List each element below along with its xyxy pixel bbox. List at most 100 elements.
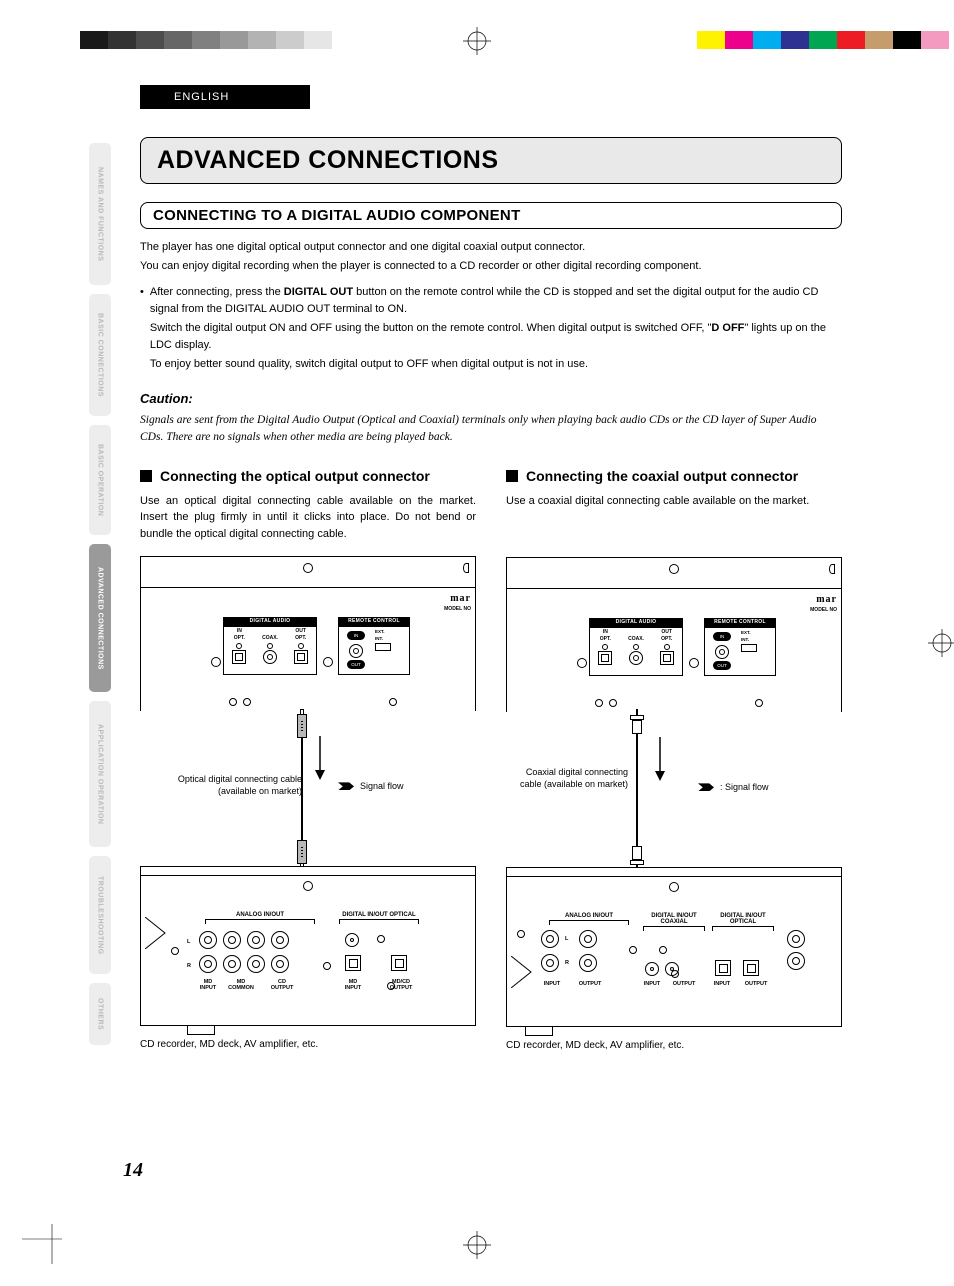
signal-flow-label: Signal flow <box>338 781 404 791</box>
page-content: ADVANCED CONNECTIONS CONNECTING TO A DIG… <box>140 137 842 1047</box>
r-label: R <box>187 963 191 969</box>
tab-others: OTHERS <box>89 983 111 1045</box>
cable-label: Optical digital connecting cable (availa… <box>152 774 302 797</box>
subheading-body: Use an optical digital connecting cable … <box>140 493 476 543</box>
bullet-item: • After connecting, press the DIGITAL OU… <box>140 284 842 375</box>
coax-cable <box>636 734 638 846</box>
coax-plug-top <box>632 715 642 734</box>
right-column: Connecting the coaxial output connector … <box>506 467 842 1048</box>
digital-section-label: DIGITAL IN/OUT OPTICAL <box>339 912 419 920</box>
square-bullet-icon <box>140 470 152 482</box>
md-input-label2: MDINPUT <box>339 980 367 991</box>
rc-switch <box>375 643 391 651</box>
digital-audio-group: DIGITAL AUDIO INOPT. XCOAX. OUTOPT. <box>589 618 683 676</box>
group-label: DIGITAL AUDIO <box>590 618 682 625</box>
input-label: INPUT <box>539 981 565 987</box>
output-label: OUTPUT <box>669 981 699 987</box>
player-rear-panel: mar MODEL NO DIGITAL AUDIO INOPT. XCOAX.… <box>506 557 842 712</box>
input-label: INPUT <box>709 981 735 987</box>
port-label: OUT <box>295 628 306 634</box>
crop-mark-bl <box>22 1204 82 1264</box>
optical-plug-top <box>297 714 307 738</box>
player-rear-panel: mar MODEL NO DIGITAL AUDIO IN OPT. <box>140 556 476 711</box>
intro-p2: You can enjoy digital recording when the… <box>140 258 842 275</box>
digital-audio-group: DIGITAL AUDIO IN OPT. X COAX. <box>223 617 317 675</box>
signal-flow-text: Signal flow <box>360 781 404 791</box>
md-common-label: MDCOMMON <box>223 980 259 991</box>
bullet-body: After connecting, press the DIGITAL OUT … <box>150 284 842 375</box>
brand-logo: mar <box>816 594 837 605</box>
diagram-caption: CD recorder, MD deck, AV amplifier, etc. <box>140 1039 318 1050</box>
flow-arrow-down-icon <box>650 737 670 781</box>
analog-section-label: ANALOG IN/OUT <box>205 912 315 920</box>
tab-application-operation: APPLICATION OPERATION <box>89 701 111 847</box>
r-label: R <box>565 960 569 966</box>
sidebar-tabs: NAMES AND FUNCTIONS BASIC CONNECTIONS BA… <box>89 143 111 1045</box>
page-title: ADVANCED CONNECTIONS <box>157 146 825 175</box>
rc-in-label: IN <box>347 631 365 640</box>
digital-opt-label: DIGITAL IN/OUT OPTICAL <box>712 913 774 927</box>
group-label: REMOTE CONTROL <box>339 617 409 624</box>
bullet-list: • After connecting, press the DIGITAL OU… <box>140 284 842 375</box>
optical-plug-bottom <box>297 840 307 864</box>
analog-section-label: ANALOG IN/OUT <box>549 913 629 921</box>
text: Switch the digital output ON and OFF usi… <box>150 322 712 334</box>
tab-troubleshooting: TROUBLESHOOTING <box>89 856 111 974</box>
grayscale-swatch-bar <box>80 31 332 49</box>
brand-logo: mar <box>450 593 471 604</box>
subheading-text: Connecting the optical output connector <box>160 467 430 485</box>
rc-ext-label: EXT. <box>375 630 385 635</box>
page-title-box: ADVANCED CONNECTIONS <box>140 137 842 184</box>
section-heading: CONNECTING TO A DIGITAL AUDIO COMPONENT <box>153 207 829 224</box>
recorder-rear-panel: ANALOG IN/OUT L R MD INPUT MDCOMMON CDOU… <box>140 866 476 1026</box>
registration-mark-top <box>463 27 491 55</box>
group-label: REMOTE CONTROL <box>705 618 775 625</box>
cd-output-label: CDOUTPUT <box>269 980 295 991</box>
l-label: L <box>565 936 568 942</box>
remote-control-group: REMOTE CONTROL IN OUT EXT. INT. <box>338 617 410 675</box>
rc-int-label: INT. <box>375 637 383 642</box>
cable-label: Coaxial digital connecting cable (availa… <box>504 767 628 790</box>
port-sublabel: OPT. <box>295 635 306 641</box>
tab-basic-connections: BASIC CONNECTIONS <box>89 294 111 416</box>
input-label: INPUT <box>639 981 665 987</box>
coax-plug-bottom <box>632 846 642 865</box>
group-label: DIGITAL AUDIO <box>224 617 316 624</box>
optical-in-port <box>232 650 246 664</box>
subheading-text: Connecting the coaxial output connector <box>526 467 798 485</box>
diagram-optical: mar MODEL NO DIGITAL AUDIO IN OPT. <box>140 556 476 1046</box>
coax-out-port <box>263 650 277 664</box>
subheading-body: Use a coaxial digital connecting cable a… <box>506 493 842 510</box>
port-sublabel: COAX. <box>262 635 278 641</box>
caution-text: Signals are sent from the Digital Audio … <box>140 412 842 447</box>
text-bold: D OFF <box>711 322 744 334</box>
bullet-mark: • <box>140 284 144 375</box>
caution-title: Caution: <box>140 391 842 406</box>
arrow-icon <box>698 783 714 791</box>
edge-shape <box>511 956 533 988</box>
port-sublabel: OPT. <box>234 635 245 641</box>
diagram-caption: CD recorder, MD deck, AV amplifier, etc. <box>506 1040 684 1051</box>
optical-out-port <box>294 650 308 664</box>
remote-control-group: REMOTE CONTROL INOUT EXT.INT. <box>704 618 776 676</box>
flow-arrow-down-icon <box>310 736 330 780</box>
digital-coax-label: DIGITAL IN/OUT COAXIAL <box>643 913 705 927</box>
tab-names-functions: NAMES AND FUNCTIONS <box>89 143 111 285</box>
rc-in-port <box>349 644 363 658</box>
registration-mark-right <box>928 629 954 657</box>
two-column-layout: Connecting the optical output connector … <box>140 467 842 1048</box>
arrow-icon <box>338 782 354 790</box>
edge-shape <box>145 917 167 949</box>
signal-flow-label: : Signal flow <box>698 782 769 792</box>
output-label: OUTPUT <box>741 981 771 987</box>
recorder-rear-panel: ANALOG IN/OUT L R INPUT OUTPUT DIGITAL I… <box>506 867 842 1027</box>
text-bold: DIGITAL OUT <box>284 286 353 298</box>
page-number: 14 <box>123 1159 143 1182</box>
text: After connecting, press the <box>150 286 284 298</box>
square-bullet-icon <box>506 470 518 482</box>
section-heading-box: CONNECTING TO A DIGITAL AUDIO COMPONENT <box>140 202 842 229</box>
registration-mark-bottom <box>463 1231 491 1259</box>
language-header: ENGLISH <box>140 85 310 109</box>
port-label: IN <box>237 628 242 634</box>
left-column: Connecting the optical output connector … <box>140 467 476 1048</box>
